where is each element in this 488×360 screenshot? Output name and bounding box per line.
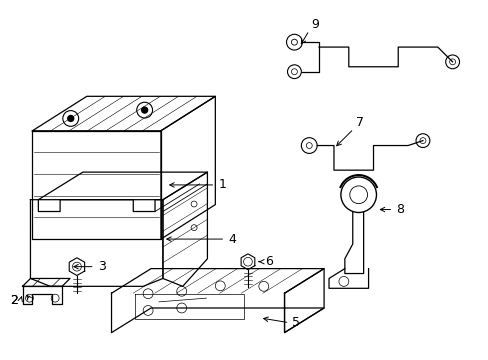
Text: 6: 6 [264,255,272,268]
Text: 2: 2 [10,294,18,307]
Circle shape [142,107,147,113]
Text: 8: 8 [395,203,404,216]
Text: 1: 1 [218,179,226,192]
Text: 4: 4 [228,233,236,246]
Text: 9: 9 [310,18,319,31]
Circle shape [68,116,74,121]
Text: 5: 5 [292,316,300,329]
Text: 2: 2 [10,294,18,307]
Text: 3: 3 [98,260,105,273]
Text: 7: 7 [355,116,363,129]
